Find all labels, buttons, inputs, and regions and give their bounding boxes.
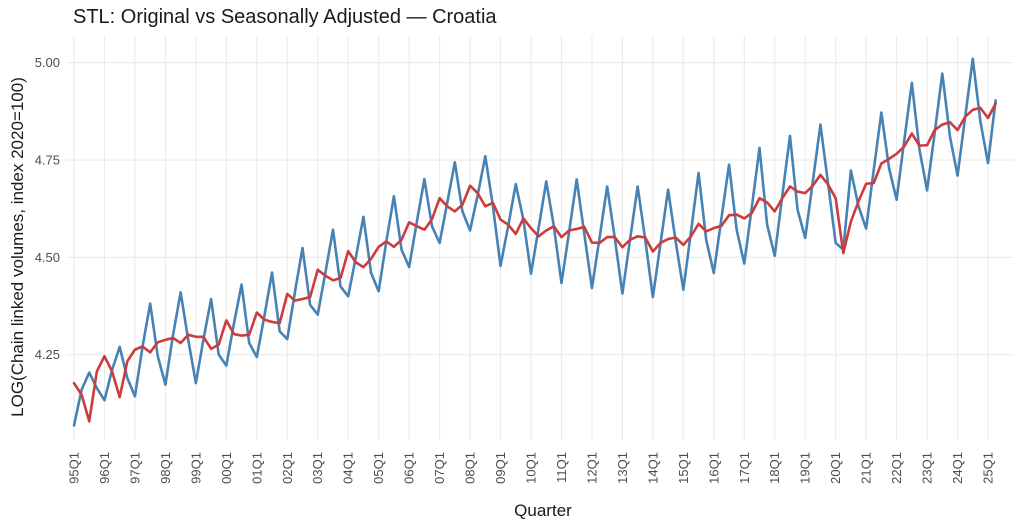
x-tick-label: 02Q1 [280, 452, 295, 484]
y-tick-label: 4.50 [35, 250, 60, 265]
x-tick-label: 01Q1 [249, 452, 264, 484]
x-tick-label: 96Q1 [97, 452, 112, 484]
x-tick-label: 12Q1 [584, 452, 599, 484]
x-tick-label: 07Q1 [432, 452, 447, 484]
x-tick-label: 18Q1 [767, 452, 782, 484]
x-tick-label: 00Q1 [219, 452, 234, 484]
x-tick-label: 19Q1 [798, 452, 813, 484]
x-tick-label: 22Q1 [889, 452, 904, 484]
x-tick-label: 09Q1 [493, 452, 508, 484]
x-tick-label: 97Q1 [127, 452, 142, 484]
x-tick-label: 11Q1 [554, 452, 569, 483]
series-layer [72, 57, 997, 427]
y-axis-label: LOG(Chain linked volumes, index 2020=100… [8, 77, 27, 417]
x-axis-label: Quarter [514, 501, 572, 520]
x-tick-label: 04Q1 [341, 452, 356, 484]
x-tick-label: 16Q1 [706, 452, 721, 484]
y-tick-label: 5.00 [35, 55, 60, 70]
x-tick-label: 13Q1 [615, 452, 630, 484]
x-tick-label: 14Q1 [645, 452, 660, 484]
x-tick-label: 23Q1 [920, 452, 935, 484]
grid-layer [66, 36, 1014, 440]
x-tick-label: 06Q1 [402, 452, 417, 484]
x-tick-label: 17Q1 [737, 452, 752, 484]
x-tick-label: 21Q1 [859, 452, 874, 484]
x-tick-label: 20Q1 [828, 452, 843, 484]
y-tick-label: 4.25 [35, 347, 60, 362]
chart-title: STL: Original vs Seasonally Adjusted — C… [73, 6, 497, 28]
x-tick-label: 24Q1 [950, 452, 965, 484]
x-tick-label: 15Q1 [676, 452, 691, 484]
x-tick-label: 05Q1 [371, 452, 386, 484]
series-points-original [73, 58, 997, 427]
series-points-seasonally-adjusted [73, 102, 997, 422]
x-tick-label: 98Q1 [158, 452, 173, 484]
y-axis-ticks: 4.25 4.50 4.75 5.00 [35, 55, 60, 362]
x-tick-label: 03Q1 [310, 452, 325, 484]
x-tick-label: 99Q1 [188, 452, 203, 484]
x-tick-label: 95Q1 [67, 452, 82, 484]
series-line-seasonally-adjusted [72, 102, 997, 423]
y-tick-label: 4.75 [35, 153, 60, 168]
x-tick-label: 08Q1 [463, 452, 478, 484]
series-line-original [72, 57, 997, 427]
x-tick-label: 10Q1 [524, 452, 539, 484]
x-tick-label: 25Q1 [981, 452, 996, 484]
x-axis-ticks: 95Q1 96Q1 97Q1 98Q1 99Q1 00Q1 01Q1 02Q1 03Q1 04Q1… [67, 452, 996, 484]
